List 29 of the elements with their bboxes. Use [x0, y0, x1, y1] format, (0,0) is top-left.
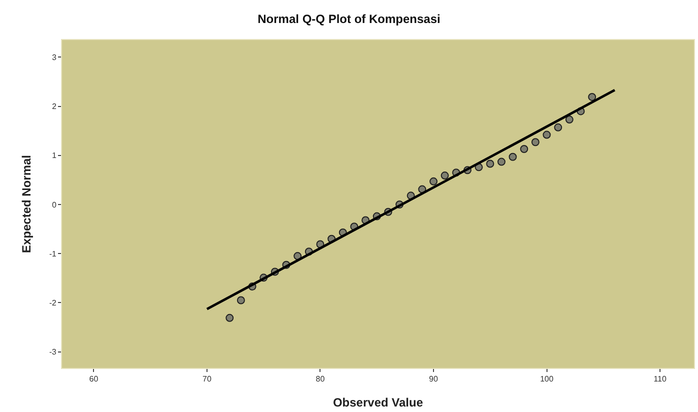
y-tick-label: 3: [52, 52, 57, 62]
point: [542, 130, 551, 139]
y-tick-label: 1: [52, 151, 57, 160]
point: [236, 296, 245, 304]
point: [497, 158, 506, 166]
point: [440, 172, 449, 180]
y-tick-label: 0: [52, 200, 57, 210]
point: [565, 116, 574, 124]
y-axis-title: Expected Normal: [20, 154, 34, 254]
point: [588, 92, 596, 101]
x-tick-label: 90: [429, 374, 438, 384]
point: [508, 152, 517, 161]
point: [531, 138, 540, 146]
y-tick-label: -2: [49, 298, 57, 308]
point: [430, 177, 438, 186]
y-tick-label: -1: [49, 249, 57, 258]
point: [226, 314, 234, 322]
chart-title: Normal Q-Q Plot of Kompensasi: [258, 12, 440, 26]
x-tick-label: 100: [540, 374, 554, 384]
x-tick-label: 80: [316, 374, 326, 384]
y-tick-label: -3: [49, 348, 57, 357]
x-tick-label: 60: [89, 374, 99, 384]
x-tick-label: 110: [654, 374, 667, 384]
point: [554, 123, 562, 132]
x-axis-title: Observed Value: [332, 396, 424, 410]
x-tick-label: 70: [202, 374, 212, 384]
point: [486, 160, 494, 168]
point: [520, 145, 528, 154]
y-tick-label: 2: [52, 102, 57, 112]
